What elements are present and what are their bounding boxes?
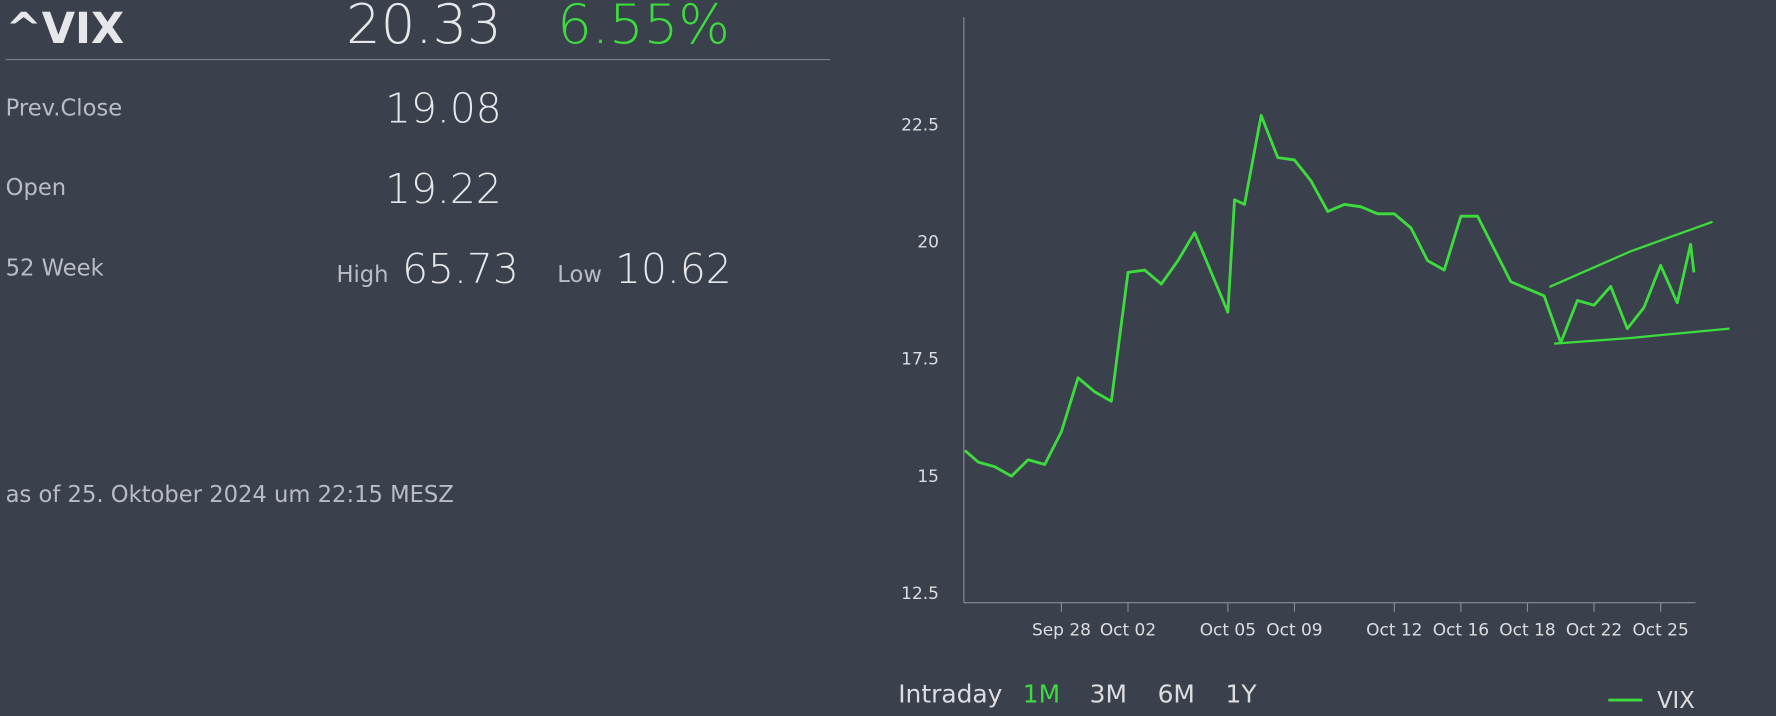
row-label: 52 Week <box>6 255 105 281</box>
row-value: 19.08 <box>385 84 502 132</box>
change-percent: 6.55% <box>557 0 730 56</box>
timestamp: as of 25. Oktober 2024 um 22:15 MESZ <box>6 482 454 508</box>
y-tick-label: 12.5 <box>901 584 939 604</box>
high-value: 65.73 <box>402 245 519 293</box>
legend-label: VIX <box>1657 688 1695 714</box>
x-tick-label: Oct 22 <box>1566 621 1622 641</box>
range-button[interactable]: 6M <box>1158 679 1195 708</box>
range-button[interactable]: Intraday <box>898 679 1002 708</box>
row-label: Open <box>6 175 66 201</box>
x-tick-label: Oct 09 <box>1266 621 1322 641</box>
x-tick-label: Oct 16 <box>1433 621 1489 641</box>
range-button[interactable]: 3M <box>1090 679 1127 708</box>
y-tick-label: 20 <box>917 233 939 253</box>
y-tick-label: 17.5 <box>901 350 939 370</box>
range-button[interactable]: 1M <box>1023 679 1060 708</box>
last-price: 20.33 <box>346 0 502 56</box>
x-tick-label: Sep 28 <box>1032 621 1091 641</box>
trend-line <box>1548 220 1713 288</box>
y-tick-label: 15 <box>917 467 939 487</box>
x-tick-label: Oct 25 <box>1632 621 1688 641</box>
low-label: Low <box>557 262 602 288</box>
low-value: 10.62 <box>615 245 732 293</box>
x-tick-label: Oct 05 <box>1200 621 1256 641</box>
row-value: 19.22 <box>385 165 502 213</box>
y-tick-label: 22.5 <box>901 115 939 135</box>
x-tick-label: Oct 02 <box>1100 621 1156 641</box>
symbol: ^VIX <box>6 4 125 54</box>
x-tick-label: Oct 12 <box>1366 621 1422 641</box>
range-buttons: Intraday 1M 3M 6M 1Y <box>898 679 1257 708</box>
row-label: Prev.Close <box>6 96 123 122</box>
x-tick-label: Oct 18 <box>1499 621 1555 641</box>
trend-line <box>1554 327 1730 345</box>
range-button[interactable]: 1Y <box>1226 679 1258 708</box>
high-label: High <box>336 262 388 288</box>
data-line <box>963 114 1696 478</box>
